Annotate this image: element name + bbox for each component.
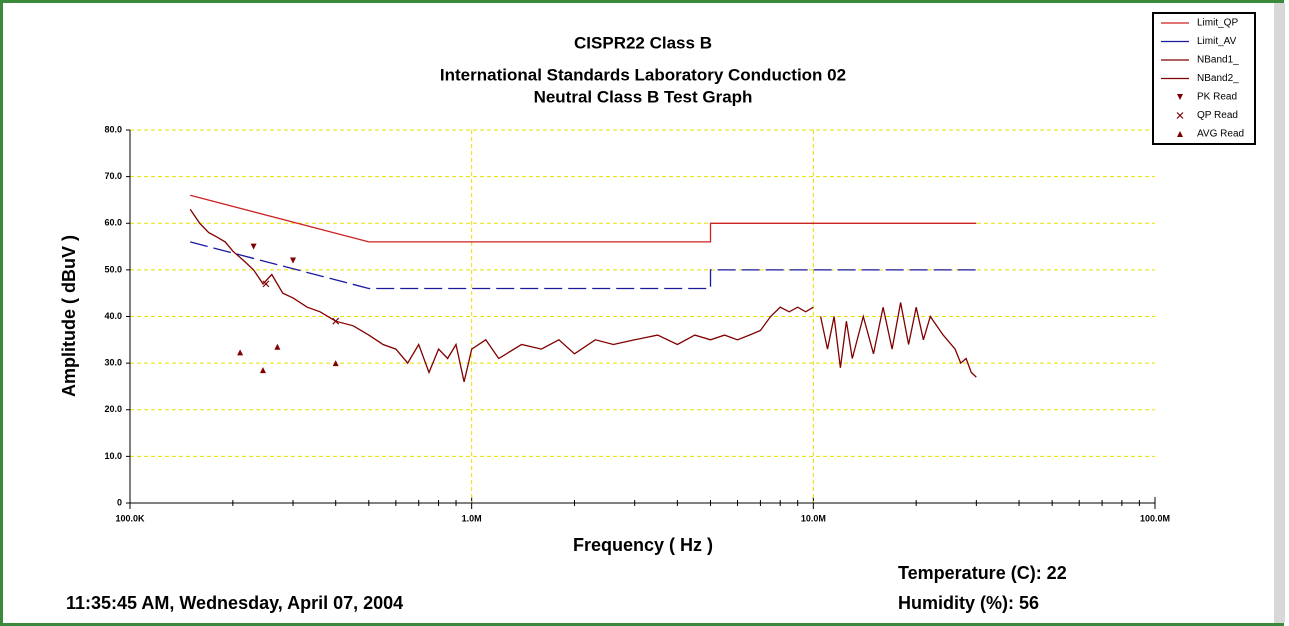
- chart-title: CISPR22 Class B: [574, 33, 712, 52]
- legend-label: QP Read: [1197, 110, 1238, 121]
- y-tick-label: 30.0: [104, 358, 122, 368]
- marker: [237, 349, 244, 356]
- legend-label: Limit_AV: [1197, 36, 1237, 47]
- y-tick-label: 0: [117, 497, 122, 507]
- timestamp: 11:35:45 AM, Wednesday, April 07, 2004: [66, 593, 403, 613]
- marker: [262, 280, 270, 288]
- legend-label: PK Read: [1197, 92, 1237, 103]
- legend-label: Limit_QP: [1197, 18, 1238, 29]
- x-tick-label: 100.0K: [115, 513, 145, 523]
- series-line: [819, 302, 977, 378]
- y-tick-label: 40.0: [104, 311, 122, 321]
- x-tick-label: 10.0M: [801, 513, 826, 523]
- marker: [274, 343, 281, 350]
- y-axis-label: Amplitude ( dBuV ): [59, 235, 79, 397]
- y-tick-label: 80.0: [104, 124, 122, 134]
- legend-label: AVG Read: [1197, 129, 1244, 140]
- marker: [1177, 131, 1183, 137]
- humidity: Humidity (%): 56: [898, 593, 1039, 613]
- scroll-strip: [1274, 3, 1285, 623]
- marker: [1177, 94, 1183, 100]
- chart-subtitle: International Standards Laboratory Condu…: [440, 65, 846, 84]
- y-tick-label: 10.0: [104, 451, 122, 461]
- x-axis-label: Frequency ( Hz ): [573, 535, 713, 555]
- y-tick-label: 70.0: [104, 171, 122, 181]
- marker: [250, 243, 257, 250]
- marker: [332, 360, 339, 367]
- marker: [1176, 112, 1184, 119]
- chart-subtitle: Neutral Class B Test Graph: [534, 87, 753, 106]
- marker: [290, 257, 297, 264]
- temperature: Temperature (C): 22: [898, 563, 1067, 583]
- legend-label: NBand2_: [1197, 73, 1239, 84]
- legend: Limit_QP Limit_AV NBand1_ NBand2_ PK Read QP …: [1161, 18, 1244, 140]
- x-tick-label: 1.0M: [462, 513, 482, 523]
- y-tick-label: 20.0: [104, 404, 122, 414]
- x-tick-label: 100.0M: [1140, 513, 1170, 523]
- series-line: [190, 241, 977, 290]
- y-tick-label: 50.0: [104, 264, 122, 274]
- y-tick-label: 60.0: [104, 218, 122, 228]
- legend-label: NBand1_: [1197, 55, 1239, 66]
- marker: [332, 317, 340, 325]
- marker: [259, 367, 266, 374]
- series-line: [190, 194, 977, 243]
